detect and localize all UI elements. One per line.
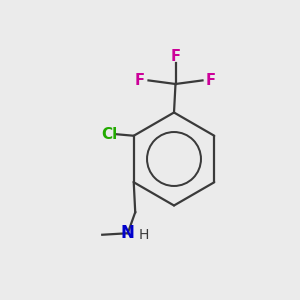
Text: H: H [139,228,149,242]
Text: Cl: Cl [102,127,118,142]
Text: F: F [206,73,216,88]
Text: F: F [170,49,181,64]
Text: F: F [135,73,145,88]
Text: N: N [121,224,135,242]
